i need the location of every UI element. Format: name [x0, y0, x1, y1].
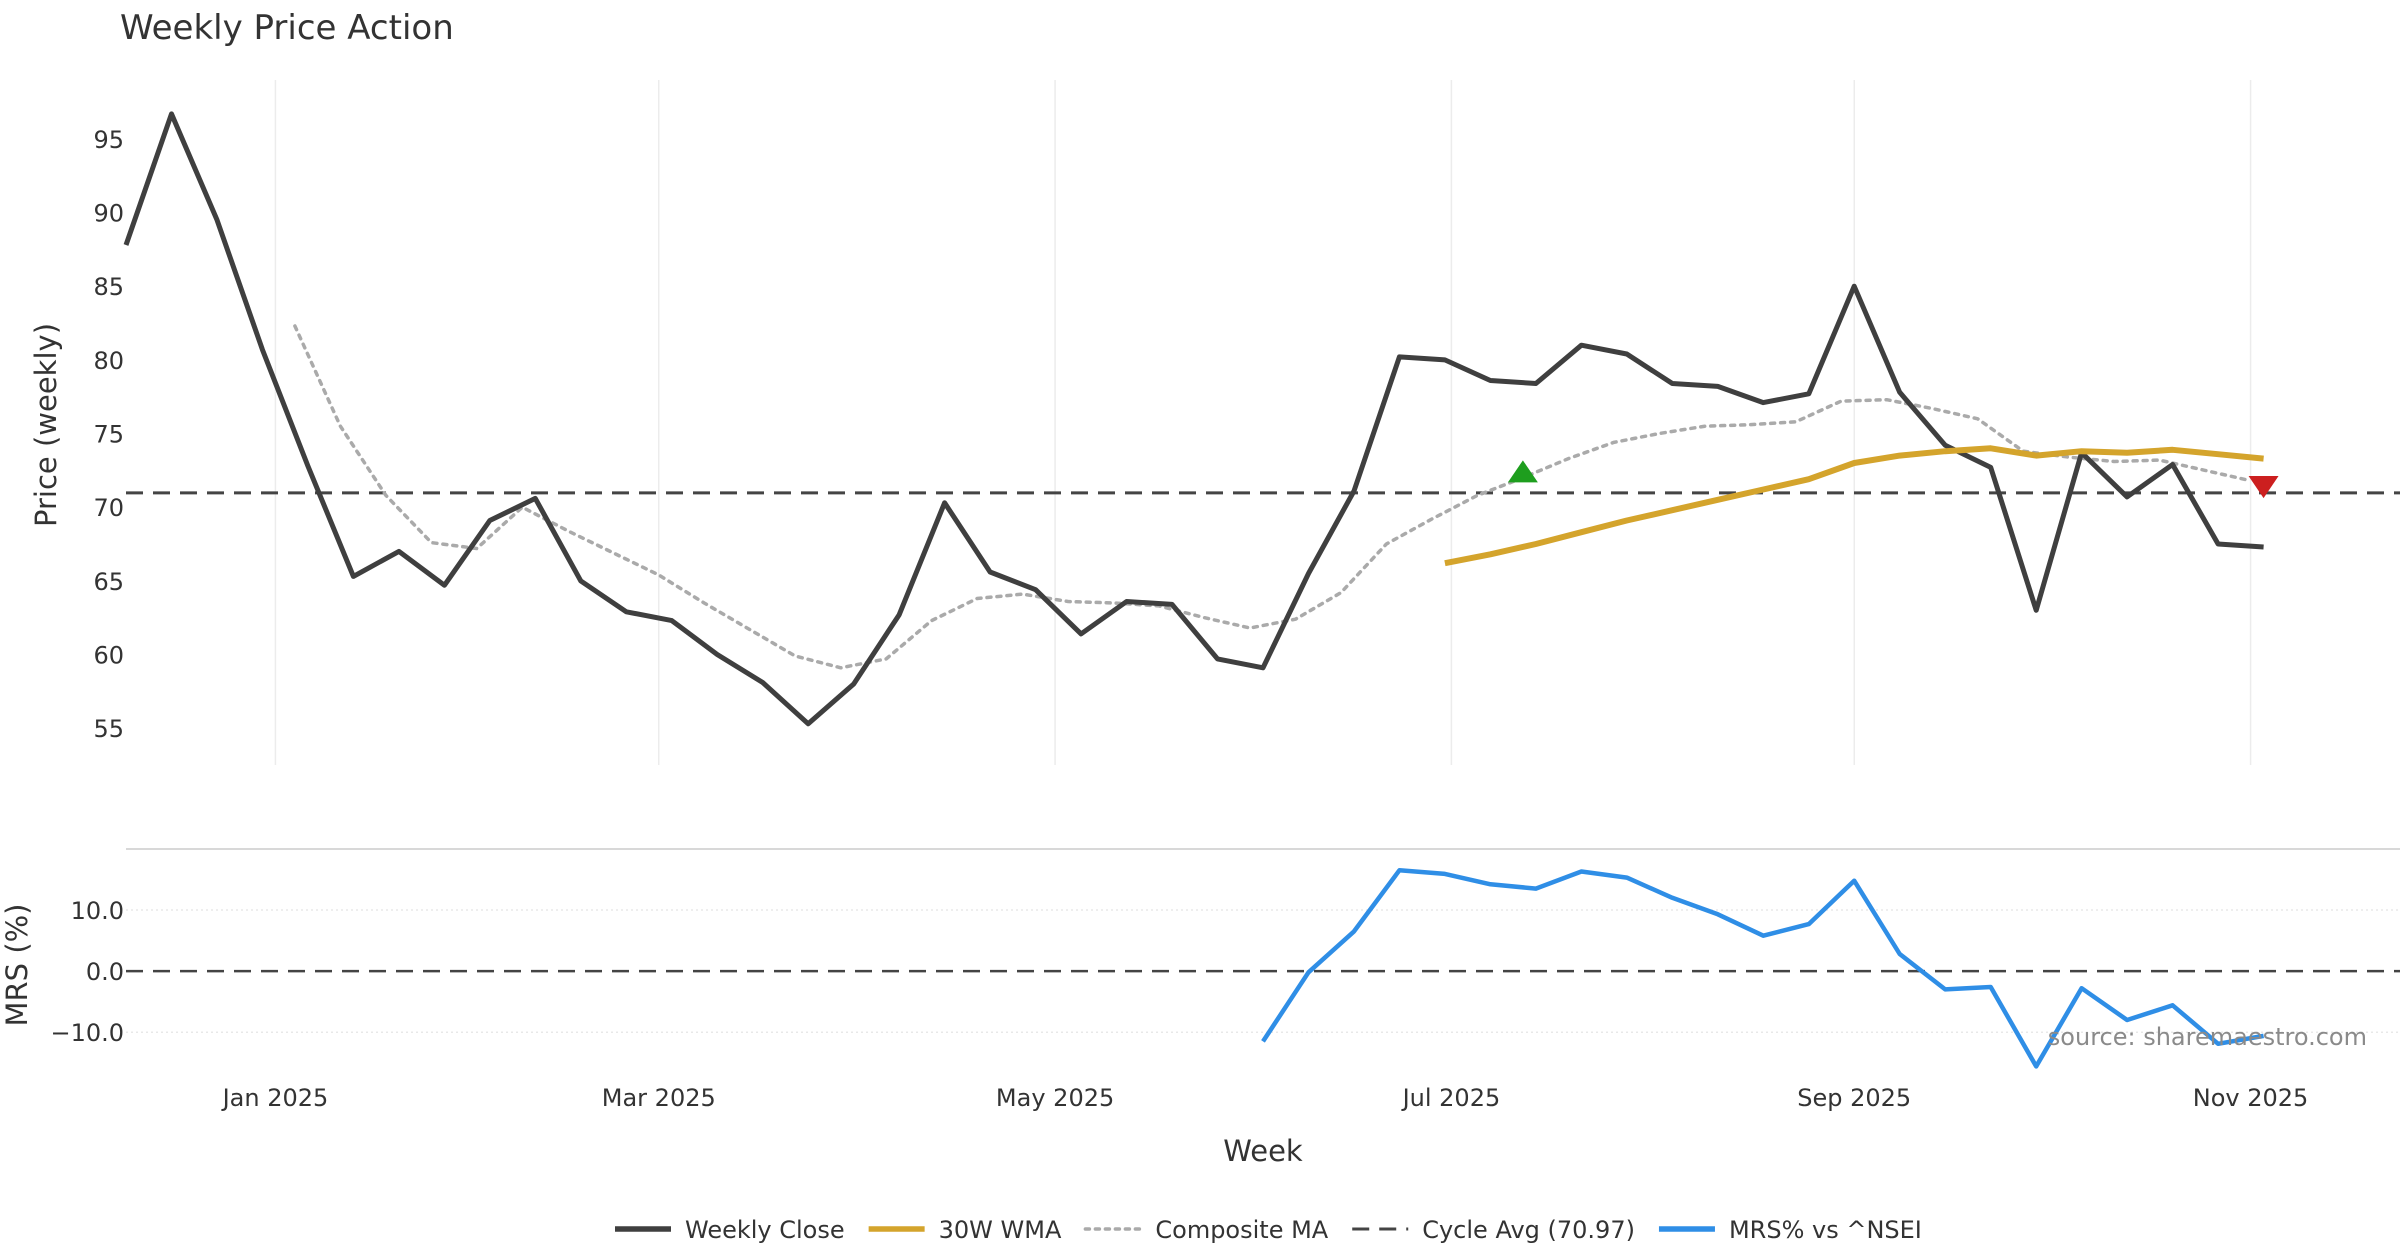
x-tick-label: Jan 2025 — [221, 1084, 329, 1112]
x-tick-label: Jul 2025 — [1401, 1084, 1501, 1112]
chart-title: Weekly Price Action — [120, 8, 454, 48]
weekly-close-line — [123, 111, 2264, 727]
price-y-axis-title: Price (weekly) — [29, 323, 63, 527]
x-tick-label: Nov 2025 — [2193, 1084, 2309, 1112]
price-y-tick-label: 65 — [93, 568, 124, 596]
legend-label: MRS% vs ^NSEI — [1729, 1216, 1922, 1244]
legend: Weekly Close 30W WMA Composite MA Cycle Avg… — [615, 1216, 1922, 1244]
mrs-y-tick-label: −10.0 — [50, 1019, 124, 1047]
price-y-tick-label: 95 — [93, 126, 124, 154]
mrs-y-axis-title: MRS (%) — [0, 904, 34, 1027]
mrs-y-axis: −10.0 0.0 10.0 — [50, 897, 124, 1047]
price-y-tick-label: 90 — [93, 200, 124, 228]
price-y-tick-label: 80 — [93, 347, 124, 375]
x-axis: Jan 2025 Mar 2025 May 2025 Jul 2025 Sep 2025… — [221, 1084, 2309, 1112]
mrs-y-tick-label: 10.0 — [71, 897, 124, 925]
legend-label: Composite MA — [1155, 1216, 1328, 1244]
buy-signal-marker — [1507, 460, 1538, 483]
price-series-layer — [123, 111, 2400, 727]
signal-markers — [1507, 460, 2279, 499]
mrs-y-tick-label: 0.0 — [86, 958, 124, 986]
price-y-tick-label: 60 — [93, 642, 124, 670]
mrs-panel-grid — [126, 909, 2400, 1033]
mrs-series-layer — [1261, 868, 2264, 1069]
legend-label: 30W WMA — [939, 1216, 1062, 1244]
mrs-line — [1261, 868, 2264, 1069]
price-y-tick-label: 75 — [93, 421, 124, 449]
x-axis-title: Week — [1223, 1134, 1303, 1168]
sell-signal-marker — [2248, 476, 2279, 499]
price-y-axis: 55 60 65 70 75 80 85 90 95 — [93, 126, 124, 743]
wma30-line — [1444, 445, 2264, 567]
price-panel-grid — [274, 80, 2252, 765]
price-y-tick-label: 55 — [93, 715, 124, 743]
price-y-tick-label: 70 — [93, 494, 124, 522]
legend-label: Cycle Avg (70.97) — [1422, 1216, 1635, 1244]
x-tick-label: Sep 2025 — [1797, 1084, 1911, 1112]
source-note: source: sharemaestro.com — [2048, 1023, 2367, 1051]
x-tick-label: May 2025 — [996, 1084, 1114, 1112]
price-y-tick-label: 85 — [93, 273, 124, 301]
legend-label: Weekly Close — [685, 1216, 845, 1244]
x-tick-label: Mar 2025 — [602, 1084, 716, 1112]
composite-line — [293, 324, 2253, 670]
